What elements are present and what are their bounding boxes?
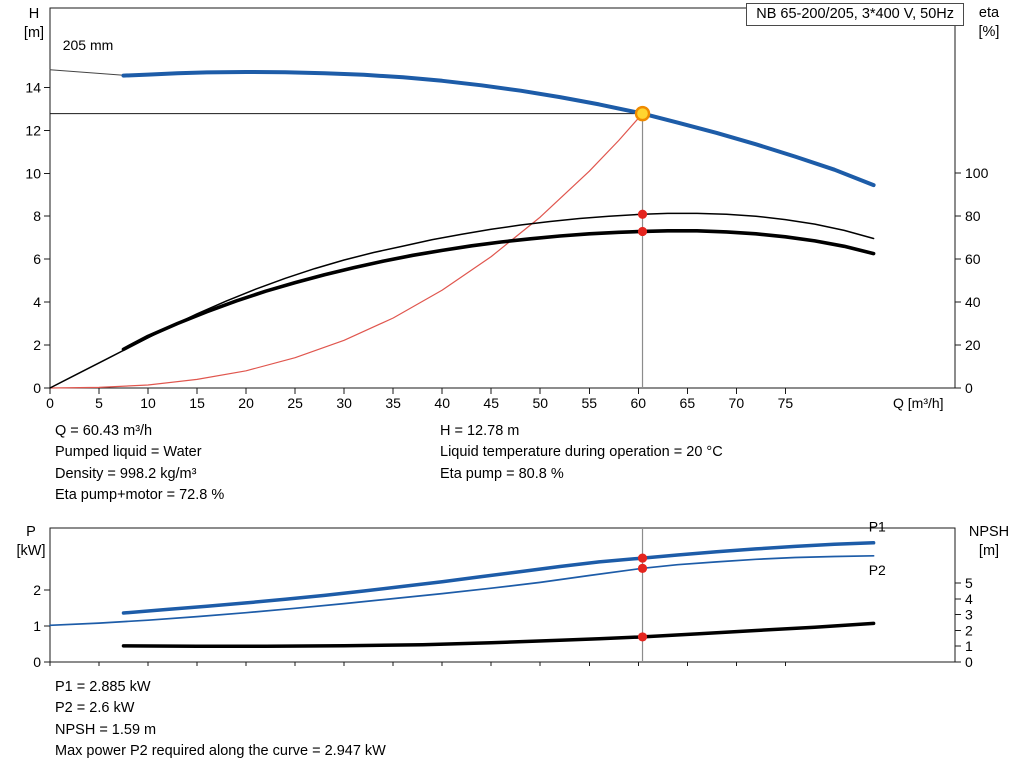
duty-info-right: H = 12.78 m Liquid temperature during ope… [440,421,723,485]
curve-eta-pump [49,212,875,389]
text-line: Liquid temperature during operation = 20… [440,444,723,461]
y-left-tick-label: 14 [25,79,41,95]
x-tick-label: 35 [385,395,401,411]
y-left-tick-label: 6 [33,251,41,267]
y-left-tick-label: 2 [33,582,41,598]
x-tick-label: 15 [189,395,205,411]
power-npsh-info: P1 = 2.885 kW P2 = 2.6 kW NPSH = 1.59 m Max… [55,677,386,763]
y-right-tick-label: 60 [965,251,981,267]
duty-info-left: Q = 60.43 m³/h Pumped liquid = Water Densi… [55,421,224,507]
x-tick-label: 60 [631,395,647,411]
y-right-tick-label: 0 [965,654,973,670]
annotation-label: 205 mm [63,37,114,53]
plot-frame [49,527,956,663]
text-line: Pumped liquid = Water [55,444,202,461]
y-left-tick-label: 12 [25,122,41,138]
y-right-tick-label: 20 [965,337,981,353]
x-tick-label: 25 [287,395,303,411]
x-tick-label: 50 [532,395,548,411]
curve-eta-pump-motor [121,229,876,352]
text-line: Density = 998.2 kg/m³ [55,465,197,482]
y-right-tick-label: 5 [965,575,973,591]
x-tick-label: 5 [95,395,103,411]
y-right-tick-label: 0 [965,380,973,396]
y-left-tick-label: 0 [33,654,41,670]
value-dot-marker [637,209,648,219]
text-line: Eta pump+motor = 72.8 % [55,487,225,504]
x-tick-label: 10 [140,395,156,411]
value-dot-marker [637,553,648,563]
text-line: NPSH = 1.59 m [55,721,157,738]
x-axis-title: Q [m³/h] [893,395,944,411]
value-dot-marker [637,563,648,573]
y-right-tick-label: 3 [965,607,973,623]
y-left-tick-label: 8 [33,208,41,224]
text-line: Eta pump = 80.8 % [440,465,564,482]
x-tick-label: 55 [581,395,597,411]
duty-point-marker [634,105,651,122]
y-left-tick-label: 10 [25,165,41,181]
y-right-tick-label: 2 [965,622,973,638]
x-tick-label: 40 [434,395,450,411]
curve-system-curve [49,113,644,389]
y-left-tick-label: 4 [33,294,41,310]
text-line: Q = 60.43 m³/h [55,423,153,439]
text-line: Max power P2 required along the curve = … [55,743,386,760]
curve-P2 [49,554,875,627]
y-right-tick-label: 1 [965,638,973,654]
curve-P1 [121,541,876,615]
y-right-tick-label: 100 [965,165,989,181]
y-left-tick-label: 2 [33,337,41,353]
value-dot-marker [637,632,648,642]
text-line: P1 = 2.885 kW [55,679,151,695]
text-line: H = 12.78 m [440,423,520,439]
x-tick-label: 70 [729,395,745,411]
pump-title: NB 65-200/205, 3*400 V, 50Hz [746,3,964,26]
x-tick-label: 0 [46,395,54,411]
curve-impeller-leader [49,69,124,76]
x-tick-label: 20 [238,395,254,411]
eta-axis-title: eta [%] [978,5,1000,40]
x-tick-label: 45 [483,395,499,411]
x-tick-label: 65 [680,395,696,411]
y-right-tick-label: 4 [965,591,973,607]
value-dot-marker [637,226,648,237]
x-tick-label: 75 [778,395,794,411]
y-right-tick-label: 40 [965,294,981,310]
power-axis-title: P [kW] [16,524,46,559]
y-right-tick-label: 80 [965,208,981,224]
y-left-tick-label: 1 [33,618,41,634]
curve-NPSH [121,621,876,648]
x-tick-label: 30 [336,395,352,411]
plot-frame [49,7,956,389]
head-axis-title: H [m] [23,6,45,41]
annotation-label: P1 [869,519,886,535]
annotation-label: P2 [869,562,886,578]
y-left-tick-label: 0 [33,380,41,396]
npsh-axis-title: NPSH [m] [968,524,1010,559]
text-line: P2 = 2.6 kW [55,700,135,717]
curve-head-205mm [121,70,876,188]
